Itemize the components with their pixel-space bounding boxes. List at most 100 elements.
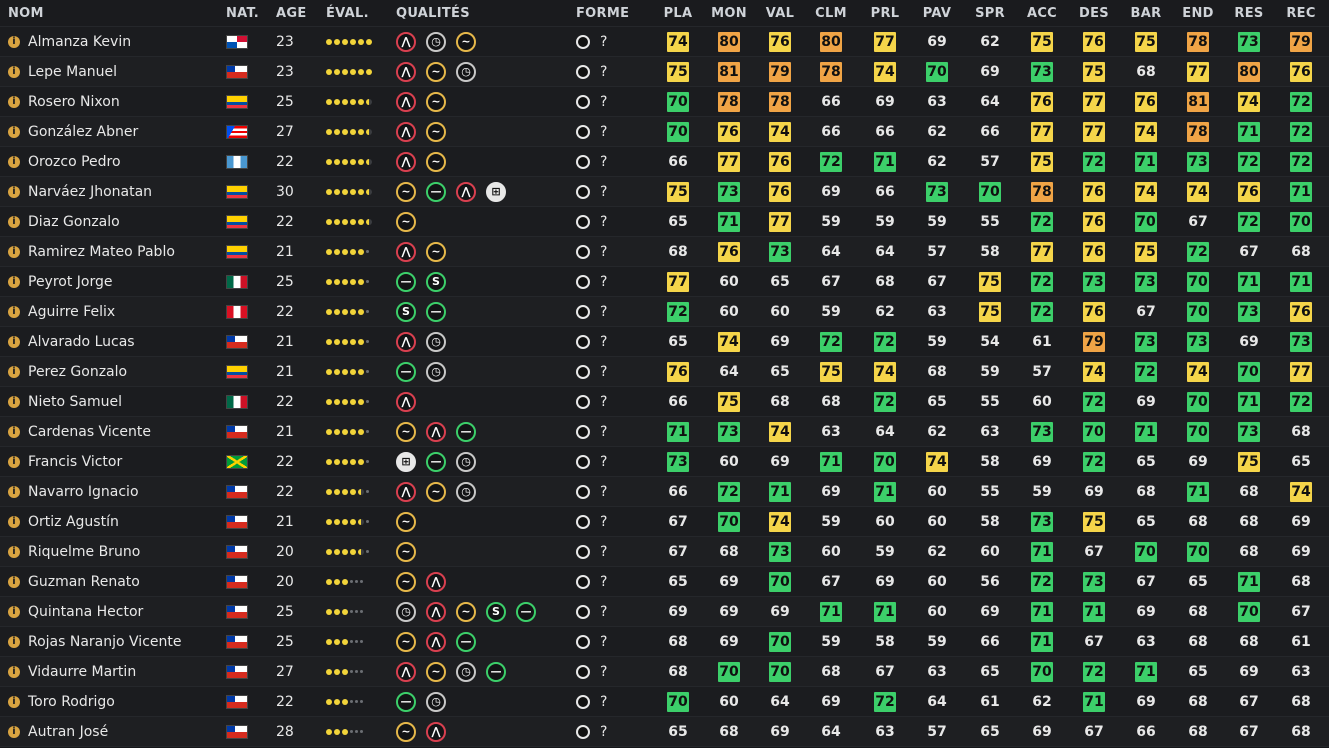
header-col-acc[interactable]: ACC	[1026, 6, 1058, 21]
player-age: 25	[276, 93, 294, 110]
info-icon[interactable]: i	[8, 35, 20, 48]
header-col-nat[interactable]: NAT.	[226, 6, 259, 21]
info-icon[interactable]: i	[8, 635, 20, 648]
player-name[interactable]: Francis Victor	[28, 453, 123, 470]
header-col-prl[interactable]: PRL	[870, 6, 900, 21]
header-col-pla[interactable]: PLA	[663, 6, 693, 21]
info-icon[interactable]: i	[8, 275, 20, 288]
player-name[interactable]: Ortiz Agustín	[28, 513, 119, 530]
table-row[interactable]: i Rojas Naranjo Vicente 25 ∼ ⋀ —? 68 69 70 59 58 59…	[0, 627, 1329, 657]
header-col-end[interactable]: END	[1182, 6, 1214, 21]
player-name[interactable]: Cardenas Vicente	[28, 423, 152, 440]
table-row[interactable]: i González Abner 27 ⋀ ∼? 70 76 74 66 66 62 66 77 77 74…	[0, 117, 1329, 147]
player-name[interactable]: Alvarado Lucas	[28, 333, 135, 350]
qualities: ⋀ ∼ ◷	[396, 57, 572, 86]
table-row[interactable]: i Ramirez Mateo Pablo 21 ⋀ ∼? 68 76 73 64 64 57 58 7…	[0, 237, 1329, 267]
table-row[interactable]: i Vidaurre Martin 27 ⋀ ∼ ◷ —? 68 70 70 68 67 63 65 70 7…	[0, 657, 1329, 687]
info-icon[interactable]: i	[8, 605, 20, 618]
header-col-pav[interactable]: PAV	[922, 6, 952, 21]
player-name[interactable]: Guzman Renato	[28, 573, 140, 590]
header-col-forme[interactable]: FORME	[576, 6, 630, 21]
table-row[interactable]: i Lepe Manuel 23 ⋀ ∼ ◷? 75 81 79 78 74 70 69 73 75 68 77…	[0, 57, 1329, 87]
table-row[interactable]: i Nieto Samuel 22 ⋀? 66 75 68 68 72 65 55 60 72 69 70 7…	[0, 387, 1329, 417]
player-name[interactable]: Nieto Samuel	[28, 393, 122, 410]
rating	[326, 597, 386, 626]
info-icon[interactable]: i	[8, 485, 20, 498]
info-icon[interactable]: i	[8, 515, 20, 528]
player-name[interactable]: Toro Rodrigo	[28, 693, 115, 710]
table-row[interactable]: i Perez Gonzalo 21— ◷? 76 64 65 75 74 68 59 57 74 72 7…	[0, 357, 1329, 387]
info-icon[interactable]: i	[8, 335, 20, 348]
info-icon[interactable]: i	[8, 695, 20, 708]
table-row[interactable]: i Ortiz Agustín 21 ∼? 67 70 74 59 60 60 58 73 75 65 68…	[0, 507, 1329, 537]
player-name[interactable]: Quintana Hector	[28, 603, 144, 620]
table-row[interactable]: i Guzman Renato 20 ∼ ⋀? 65 69 70 67 69 60 56 72 73 67 6…	[0, 567, 1329, 597]
player-name[interactable]: Narváez Jhonatan	[28, 183, 153, 200]
player-name[interactable]: Almanza Kevin	[28, 33, 132, 50]
player-name[interactable]: Lepe Manuel	[28, 63, 118, 80]
player-name[interactable]: Navarro Ignacio	[28, 483, 139, 500]
header-col-qualites[interactable]: QUALITÉS	[396, 6, 470, 21]
info-icon[interactable]: i	[8, 545, 20, 558]
info-icon[interactable]: i	[8, 185, 20, 198]
info-icon[interactable]: i	[8, 665, 20, 678]
header-col-res[interactable]: RES	[1234, 6, 1264, 21]
stat-value: 76	[667, 361, 689, 382]
stat-value: 72	[1031, 571, 1053, 592]
table-row[interactable]: i Narváez Jhonatan 30 ∼ — ⋀ ⊞? 75 73 76 69 66 73 70 78…	[0, 177, 1329, 207]
table-row[interactable]: i Orozco Pedro 22 ⋀ ∼? 66 77 76 72 71 62 57 75 72 71 73…	[0, 147, 1329, 177]
table-row[interactable]: i Navarro Ignacio 22 ⋀ ∼ ◷? 66 72 71 69 71 60 55 59 69…	[0, 477, 1329, 507]
info-icon[interactable]: i	[8, 725, 20, 738]
header-col-eval[interactable]: ÉVAL.	[326, 6, 369, 21]
header-col-des[interactable]: DES	[1079, 6, 1109, 21]
info-icon[interactable]: i	[8, 575, 20, 588]
info-icon[interactable]: i	[8, 245, 20, 258]
player-name[interactable]: Autran José	[28, 723, 109, 740]
player-name[interactable]: Rojas Naranjo Vicente	[28, 633, 182, 650]
player-name[interactable]: Perez Gonzalo	[28, 363, 128, 380]
info-icon[interactable]: i	[8, 455, 20, 468]
info-icon[interactable]: i	[8, 305, 20, 318]
header-col-rec[interactable]: REC	[1286, 6, 1316, 21]
player-name[interactable]: Rosero Nixon	[28, 93, 120, 110]
table-row[interactable]: i Francis Victor 22 ⊞ — ◷? 73 60 69 71 70 74 58 69 72 6…	[0, 447, 1329, 477]
table-row[interactable]: i Autran José 28 ∼ ⋀? 65 68 69 64 63 57 65 69 67 66 68 6…	[0, 717, 1329, 747]
player-name[interactable]: Diaz Gonzalo	[28, 213, 120, 230]
info-icon[interactable]: i	[8, 125, 20, 138]
table-row[interactable]: i Alvarado Lucas 21 ⋀ ◷? 65 74 69 72 72 59 54 61 79 73…	[0, 327, 1329, 357]
player-name[interactable]: Ramirez Mateo Pablo	[28, 243, 175, 260]
table-row[interactable]: i Cardenas Vicente 21 ∼ ⋀ —? 71 73 74 63 64 62 63 73 7…	[0, 417, 1329, 447]
table-row[interactable]: i Rosero Nixon 25 ⋀ ∼? 70 78 78 66 69 63 64 76 77 76 81…	[0, 87, 1329, 117]
info-icon[interactable]: i	[8, 395, 20, 408]
table-row[interactable]: i Diaz Gonzalo 22 ∼? 65 71 77 59 59 59 55 72 76 70 67 7…	[0, 207, 1329, 237]
player-name[interactable]: Orozco Pedro	[28, 153, 121, 170]
player-name[interactable]: Peyrot Jorge	[28, 273, 113, 290]
stat-value: 69	[980, 63, 1000, 80]
stat-value: 73	[1083, 271, 1105, 292]
header-col-nom[interactable]: NOM	[8, 6, 44, 21]
info-icon[interactable]: i	[8, 65, 20, 78]
star-icon	[350, 68, 356, 75]
header-col-spr[interactable]: SPR	[975, 6, 1005, 21]
table-row[interactable]: i Riquelme Bruno 20 ∼? 67 68 73 60 59 62 60 71 67 70 7…	[0, 537, 1329, 567]
stat-clm: 68	[815, 387, 847, 416]
header-col-age[interactable]: AGE	[276, 6, 307, 21]
header-col-bar[interactable]: BAR	[1130, 6, 1162, 21]
info-icon[interactable]: i	[8, 155, 20, 168]
info-icon[interactable]: i	[8, 95, 20, 108]
info-icon[interactable]: i	[8, 215, 20, 228]
info-icon[interactable]: i	[8, 425, 20, 438]
table-row[interactable]: i Toro Rodrigo 22— ◷? 70 60 64 69 72 64 61 62 71 69 68…	[0, 687, 1329, 717]
player-name[interactable]: Vidaurre Martin	[28, 663, 137, 680]
header-col-clm[interactable]: CLM	[815, 6, 847, 21]
player-name[interactable]: Riquelme Bruno	[28, 543, 141, 560]
header-col-mon[interactable]: MON	[711, 6, 747, 21]
table-row[interactable]: i Almanza Kevin 23 ⋀ ◷ ∼? 74 80 76 80 77 69 62 75 76 75…	[0, 27, 1329, 57]
table-row[interactable]: i Quintana Hector 25 ◷ ⋀ ∼ S —? 69 69 69 71 71 60 69 71…	[0, 597, 1329, 627]
header-col-val[interactable]: VAL	[765, 6, 795, 21]
info-icon[interactable]: i	[8, 365, 20, 378]
player-name[interactable]: Aguirre Felix	[28, 303, 116, 320]
table-row[interactable]: i Aguirre Felix 22 S —? 72 60 60 59 62 63 75 72 76 67 7…	[0, 297, 1329, 327]
table-row[interactable]: i Peyrot Jorge 25— S? 77 60 65 67 68 67 75 72 73 73 70…	[0, 267, 1329, 297]
player-name[interactable]: González Abner	[28, 123, 139, 140]
